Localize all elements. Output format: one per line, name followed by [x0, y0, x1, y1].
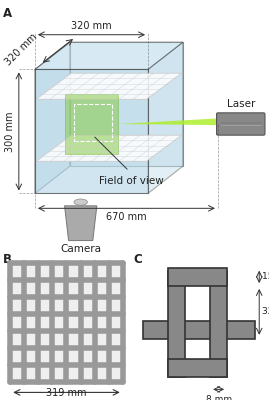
Bar — [210, 271, 227, 377]
Text: A: A — [3, 8, 12, 20]
Text: 320 mm: 320 mm — [3, 32, 39, 68]
Text: 8 mm: 8 mm — [206, 396, 232, 400]
Text: B: B — [3, 252, 12, 266]
Bar — [10, 263, 123, 382]
Polygon shape — [36, 73, 182, 99]
Ellipse shape — [74, 199, 87, 205]
Bar — [168, 268, 227, 286]
Text: 300 mm: 300 mm — [5, 111, 15, 152]
Polygon shape — [35, 42, 183, 70]
Text: 32 mm: 32 mm — [262, 307, 269, 316]
Polygon shape — [35, 42, 70, 194]
Polygon shape — [70, 42, 183, 166]
Text: 319 mm: 319 mm — [46, 388, 87, 398]
Polygon shape — [65, 206, 97, 240]
Text: 15.5 mm: 15.5 mm — [262, 272, 269, 281]
Text: C: C — [133, 252, 142, 266]
Polygon shape — [36, 135, 182, 161]
Bar — [168, 359, 227, 377]
Text: Laser: Laser — [226, 99, 255, 109]
Text: 670 mm: 670 mm — [106, 212, 147, 222]
Bar — [143, 321, 255, 339]
Polygon shape — [65, 94, 118, 154]
Text: Field of view: Field of view — [100, 176, 164, 186]
Bar — [74, 104, 112, 141]
Polygon shape — [35, 70, 148, 194]
FancyBboxPatch shape — [217, 113, 265, 135]
Polygon shape — [148, 42, 183, 194]
Text: 320 mm: 320 mm — [71, 21, 112, 31]
Bar — [168, 271, 185, 377]
Text: Camera: Camera — [60, 244, 101, 254]
Polygon shape — [118, 118, 229, 125]
